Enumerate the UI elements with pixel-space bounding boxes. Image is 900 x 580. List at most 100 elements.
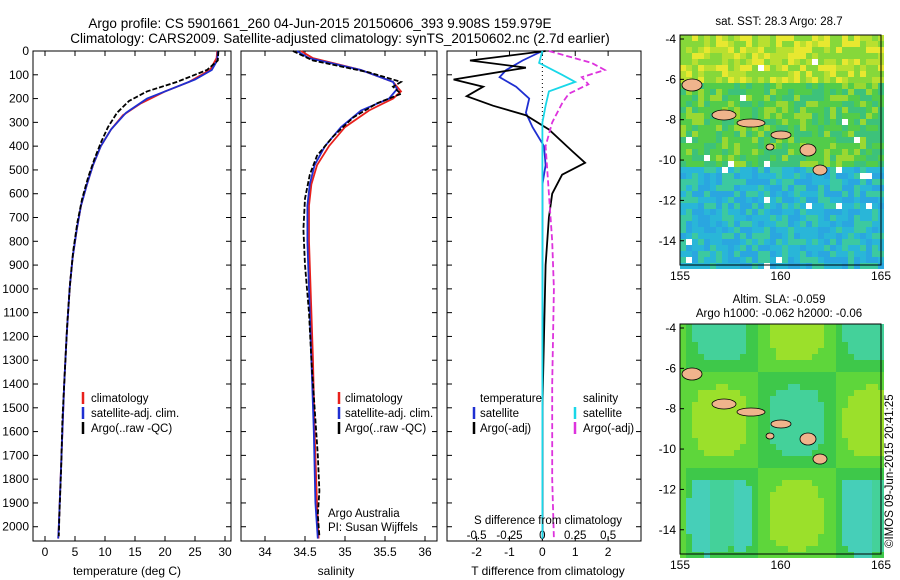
map-cell [710, 191, 716, 197]
map-cell [764, 185, 770, 191]
map-cell [872, 384, 878, 390]
map-cell [776, 348, 782, 354]
map-cell [698, 203, 704, 209]
map-cell [686, 59, 692, 65]
map-cell [692, 131, 698, 137]
map-cell [728, 492, 734, 498]
map-cell [722, 137, 728, 143]
map-cell [872, 378, 878, 384]
map-cell [692, 480, 698, 486]
map-cell [788, 209, 794, 215]
map-cell [818, 468, 824, 474]
map-cell [692, 414, 698, 420]
map-cell [776, 498, 782, 504]
map-cell [722, 89, 728, 95]
map-cell [830, 540, 836, 546]
map-cell [848, 366, 854, 372]
map-cell [854, 59, 860, 65]
map-cell [854, 366, 860, 372]
map-cell [836, 101, 842, 107]
map-cell [842, 113, 848, 119]
map-cell [776, 396, 782, 402]
map-cell [686, 155, 692, 161]
map-cell [752, 53, 758, 59]
map-cell [812, 155, 818, 161]
map-cell [716, 450, 722, 456]
map-cell [806, 95, 812, 101]
series-line [544, 50, 608, 539]
map-cell [848, 324, 854, 330]
map-cell [788, 197, 794, 203]
map-cell [680, 396, 686, 402]
map-cell [830, 197, 836, 203]
map-cell [740, 131, 746, 137]
map-cell [758, 89, 764, 95]
map-cell [734, 239, 740, 245]
map-cell [818, 245, 824, 251]
map-cell [806, 137, 812, 143]
map-cell [740, 324, 746, 330]
map-cell [764, 336, 770, 342]
map-cell [824, 119, 830, 125]
map-cell [710, 366, 716, 372]
map-cell [770, 480, 776, 486]
map-cell [794, 528, 800, 534]
map-cell [746, 366, 752, 372]
map-cell [722, 426, 728, 432]
map-cell [824, 324, 830, 330]
map-cell [716, 438, 722, 444]
map-cell [818, 41, 824, 47]
map-cell [806, 179, 812, 185]
map-cell [818, 191, 824, 197]
map-cell [872, 251, 878, 257]
map-cell [812, 35, 818, 41]
map-cell [812, 342, 818, 348]
map-cell [860, 552, 866, 558]
map-cell [710, 125, 716, 131]
map-cell [728, 444, 734, 450]
map-cell [704, 390, 710, 396]
map-cell [782, 498, 788, 504]
map-cell [764, 444, 770, 450]
map-cell [698, 384, 704, 390]
map-cell [680, 257, 686, 263]
map-cell [746, 486, 752, 492]
map-cell [734, 155, 740, 161]
map-cell [854, 65, 860, 71]
map-cell [830, 185, 836, 191]
map-cell [866, 528, 872, 534]
map-cell [794, 83, 800, 89]
map-cell [812, 113, 818, 119]
map-cell [812, 143, 818, 149]
map-cell [752, 462, 758, 468]
map-cell [770, 83, 776, 89]
map-cell [686, 510, 692, 516]
map-cell [704, 510, 710, 516]
map-cell [728, 197, 734, 203]
map-cell [716, 462, 722, 468]
map-cell [812, 209, 818, 215]
map-cell [722, 233, 728, 239]
s-difference-label: S difference from climatology [474, 515, 622, 527]
map-cell [752, 546, 758, 552]
map-cell [812, 239, 818, 245]
legend-satellite-s: satellite-adj. clim. [345, 408, 433, 420]
map-cell [698, 456, 704, 462]
x-tick-label: 34 [258, 545, 272, 559]
map-cell [752, 83, 758, 89]
x-tick-label: 2 [605, 545, 612, 559]
map-cell [782, 348, 788, 354]
map-cell [722, 360, 728, 366]
map-cell [794, 366, 800, 372]
map-cell [746, 101, 752, 107]
map-cell [710, 143, 716, 149]
map-cell [722, 53, 728, 59]
map-cell [680, 432, 686, 438]
x-tick-label: 36 [418, 545, 432, 559]
map-cell [788, 342, 794, 348]
map-cell [752, 324, 758, 330]
map-cell [836, 119, 842, 125]
map-cell [698, 161, 704, 167]
map-cell [812, 534, 818, 540]
island [736, 118, 766, 128]
